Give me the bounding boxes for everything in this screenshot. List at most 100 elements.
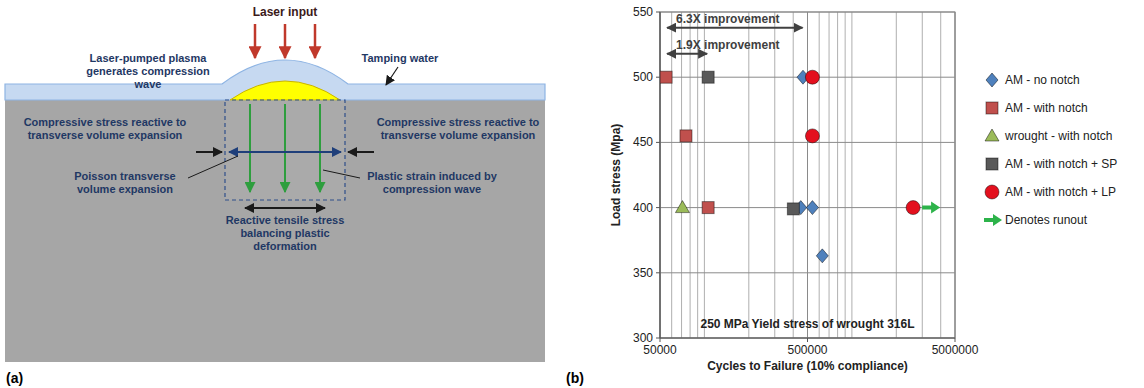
minor-grid-line: [704, 12, 705, 338]
legend-label: AM - with notch + LP: [1005, 185, 1116, 199]
legend-label: Denotes runout: [1005, 213, 1088, 227]
laser-arrow: [254, 24, 257, 58]
tensile-label-line: Reactive tensile stress: [226, 214, 345, 226]
legend-marker: [985, 129, 999, 141]
minor-grid-line: [793, 12, 794, 338]
plastic-strain-label-line: Plastic strain induced by: [367, 170, 497, 182]
x-tick-label: 50000: [643, 343, 677, 357]
legend-label: AM - with notch + SP: [1005, 157, 1117, 171]
minor-grid-line: [681, 12, 682, 338]
point-circle: [805, 129, 819, 143]
point-diamond: [806, 201, 818, 215]
y-grid-line: [660, 142, 955, 143]
tensile-arrow: [245, 207, 325, 209]
panel-a: Laser input Laser-pumped plasmagenerates …: [5, 5, 545, 362]
improvement-label: 6.3X improvement: [676, 12, 779, 26]
legend-label: wrought - with notch: [1004, 129, 1112, 143]
laser-input-label: Laser input: [253, 5, 318, 19]
plot-frame: [660, 12, 955, 338]
y-tick: [656, 272, 660, 273]
improvement-arrow: [667, 27, 802, 29]
compression-arrow: [319, 104, 321, 192]
point-circle: [906, 201, 920, 215]
compressive-right-label-line: Compressive stress reactive to: [377, 116, 540, 128]
minor-grid-line: [940, 12, 941, 338]
compressive-arrow-left: [196, 151, 222, 153]
plastic-zone: [225, 100, 345, 200]
legend-label: AM - with notch: [1005, 101, 1088, 115]
legend: AM - no notch AM - with notch wrought - wi…: [984, 73, 1117, 227]
poisson-label-line: volume expansion: [77, 183, 173, 195]
plasma-label-line: Laser-pumped plasma: [90, 52, 208, 64]
panel-label: (a): [6, 370, 23, 386]
point-square: [702, 71, 714, 83]
minor-grid-line: [774, 12, 775, 338]
minor-grid-line: [748, 12, 749, 338]
compression-arrow: [249, 104, 251, 192]
compressive-arrow-right: [348, 151, 374, 153]
plastic-strain-label: Plastic strain induced bycompression wav…: [367, 170, 497, 195]
minor-grid-line: [807, 12, 808, 338]
point-arrow: [922, 202, 940, 214]
figure: Laser input Laser-pumped plasmagenerates …: [0, 0, 1144, 388]
legend-marker: [986, 102, 998, 114]
y-tick-label: 450: [633, 135, 653, 149]
legend-marker: [984, 214, 1002, 226]
plastic-strain-pointer: [323, 170, 360, 178]
plastic-strain-label-line: compression wave: [383, 183, 481, 195]
compressive-left-label-line: Compressive stress reactive to: [24, 116, 187, 128]
y-tick: [656, 12, 660, 13]
panel-label: (b): [566, 370, 584, 386]
x-grid-line: [807, 12, 808, 338]
minor-grid-line: [845, 12, 846, 338]
y-axis-title: Load stress (Mpa): [609, 124, 623, 227]
y-tick: [656, 338, 660, 339]
minor-grid-line: [697, 12, 698, 338]
x-tick: [807, 338, 808, 342]
compressive-left-label: Compressive stress reactive totransverse…: [24, 116, 187, 141]
tamping-water-pointer: [386, 67, 398, 85]
plasma-label-line: generates compression: [86, 65, 210, 77]
point-circle: [805, 70, 819, 84]
x-tick: [955, 338, 956, 342]
minor-grid-line: [829, 12, 830, 338]
legend-marker: [986, 158, 998, 170]
laser-arrow: [314, 24, 317, 58]
point-square: [660, 71, 672, 83]
tensile-label-line: balancing plastic: [240, 227, 329, 239]
minor-grid-line: [851, 12, 852, 338]
minor-grid-line: [690, 12, 691, 338]
legend-marker: [986, 73, 998, 87]
improvement-label: 1.9X improvement: [676, 38, 779, 52]
poisson-arrow: [229, 151, 341, 153]
x-axis-title: Cycles to Failure (10% compliance): [707, 359, 908, 373]
x-tick-label: 5000000: [932, 343, 979, 357]
compressive-left-label-line: transverse volume expansion: [28, 129, 183, 141]
x-tick: [660, 338, 661, 342]
point-triangle: [675, 201, 689, 213]
y-tick: [656, 207, 660, 208]
y-axis-line: [659, 12, 660, 338]
tamping-water-layer: [5, 60, 545, 100]
plasma-label: Laser-pumped plasmagenerates compression…: [86, 52, 210, 90]
metal-ground: [5, 100, 545, 362]
point-diamond: [816, 249, 828, 263]
tensile-label-line: deformation: [253, 240, 317, 252]
minor-grid-line: [922, 12, 923, 338]
y-tick-label: 500: [633, 70, 653, 84]
panel-b: 300350400450500550500005000005000000Cycl…: [609, 5, 1117, 373]
minor-grid-line: [671, 12, 672, 338]
poisson-label-line: Poisson transverse: [74, 170, 176, 182]
legend-label: AM - no notch: [1005, 73, 1080, 87]
point-square: [680, 130, 692, 142]
plasma: [230, 81, 340, 100]
poisson-label: Poisson transversevolume expansion: [74, 170, 176, 195]
minor-grid-line: [837, 12, 838, 338]
data-points: [660, 70, 940, 263]
point-square: [702, 202, 714, 214]
improvement-arrow: [667, 53, 707, 55]
legend-marker: [985, 185, 999, 199]
y-tick: [656, 142, 660, 143]
yield-note: 250 MPa Yield stress of wrought 316L: [700, 317, 914, 331]
y-tick-label: 400: [633, 201, 653, 215]
